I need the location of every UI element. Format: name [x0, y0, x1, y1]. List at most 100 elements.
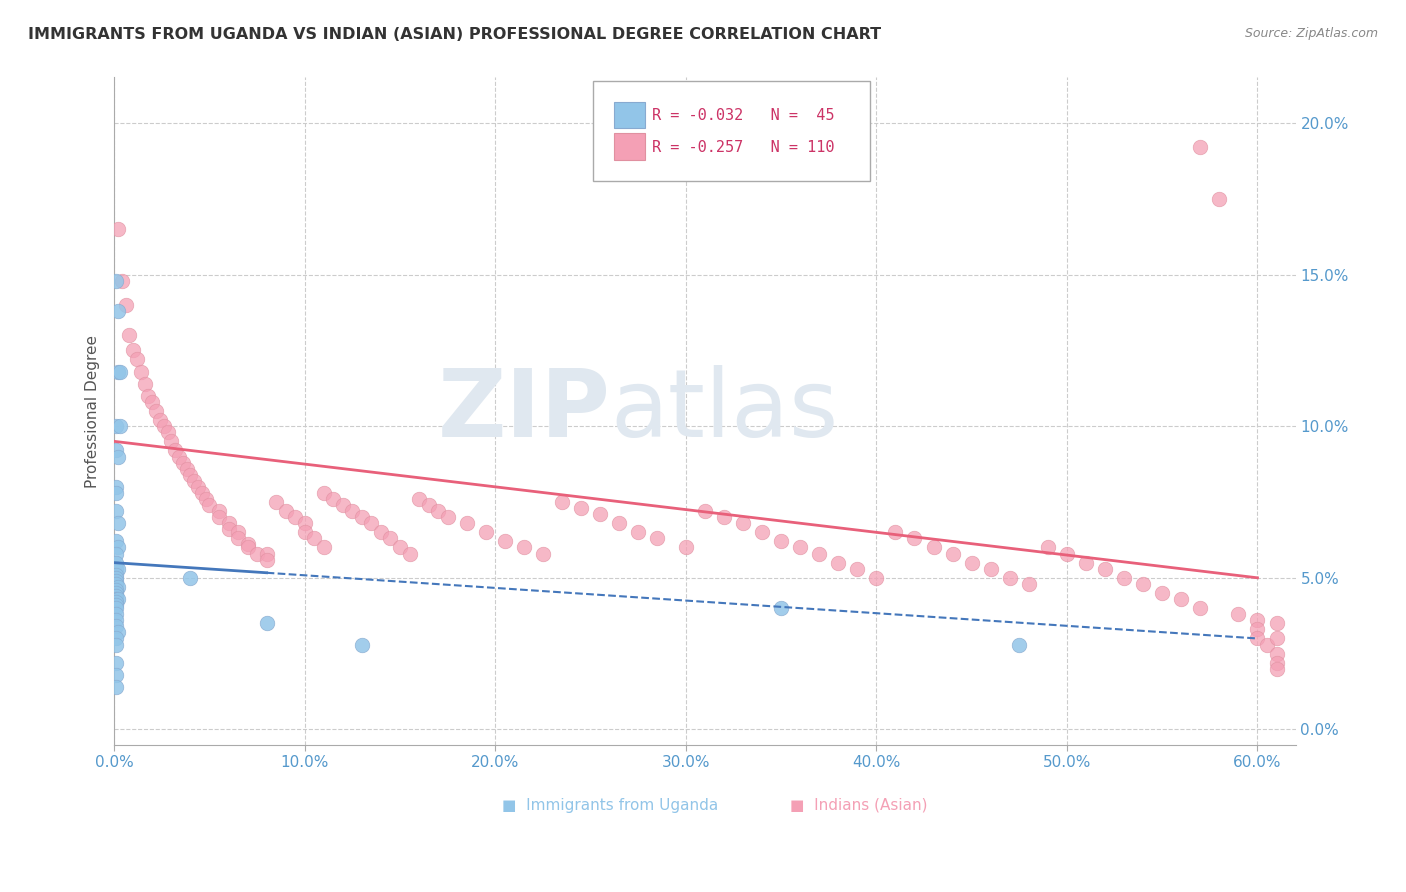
Point	[865, 571, 887, 585]
Point	[808, 547, 831, 561]
Point	[172, 456, 194, 470]
Point	[108, 419, 131, 434]
Point	[531, 547, 554, 561]
Point	[256, 552, 278, 566]
Point	[418, 498, 440, 512]
Point	[1112, 571, 1135, 585]
Point	[194, 491, 217, 506]
Point	[105, 680, 128, 694]
Point	[1018, 577, 1040, 591]
Point	[827, 556, 849, 570]
Point	[294, 525, 316, 540]
Point	[474, 525, 496, 540]
Point	[274, 504, 297, 518]
Point	[105, 589, 128, 603]
Point	[105, 607, 128, 622]
Point	[342, 504, 364, 518]
Point	[191, 486, 214, 500]
Point	[105, 595, 128, 609]
Point	[167, 450, 190, 464]
Point	[105, 556, 128, 570]
Text: atlas: atlas	[610, 365, 838, 457]
Point	[370, 525, 392, 540]
Point	[589, 507, 612, 521]
Point	[751, 525, 773, 540]
Point	[105, 562, 128, 576]
Point	[107, 541, 129, 555]
Point	[398, 547, 420, 561]
Point	[134, 376, 156, 391]
Point	[105, 592, 128, 607]
Point	[105, 443, 128, 458]
Point	[105, 577, 128, 591]
Point	[179, 571, 201, 585]
Point	[160, 434, 183, 449]
Point	[107, 450, 129, 464]
Point	[105, 619, 128, 633]
Point	[105, 534, 128, 549]
Point	[176, 461, 198, 475]
Point	[456, 516, 478, 531]
Point	[1246, 632, 1268, 646]
Point	[294, 516, 316, 531]
Point	[980, 562, 1002, 576]
Point	[1256, 638, 1278, 652]
Point	[693, 504, 716, 518]
Point	[107, 580, 129, 594]
Point	[360, 516, 382, 531]
Point	[105, 567, 128, 582]
Point	[187, 480, 209, 494]
Point	[789, 541, 811, 555]
Point	[284, 510, 307, 524]
Point	[105, 582, 128, 597]
Point	[998, 571, 1021, 585]
Point	[218, 522, 240, 536]
Point	[208, 510, 231, 524]
Point	[1265, 662, 1288, 676]
Point	[105, 574, 128, 588]
Point	[770, 534, 793, 549]
Point	[350, 510, 373, 524]
Point	[107, 592, 129, 607]
Point	[105, 486, 128, 500]
Point	[105, 274, 128, 288]
Point	[513, 541, 536, 555]
Point	[226, 532, 249, 546]
Text: ■  Indians (Asian): ■ Indians (Asian)	[790, 798, 927, 813]
Point	[105, 504, 128, 518]
Point	[627, 525, 650, 540]
Y-axis label: Professional Degree: Professional Degree	[86, 334, 100, 488]
Point	[332, 498, 354, 512]
Point	[183, 474, 205, 488]
Point	[1265, 656, 1288, 670]
Point	[645, 532, 668, 546]
Text: ■  Immigrants from Uganda: ■ Immigrants from Uganda	[502, 798, 718, 813]
Point	[1265, 632, 1288, 646]
Point	[427, 504, 450, 518]
Point	[884, 525, 907, 540]
Point	[380, 532, 402, 546]
Point	[145, 404, 167, 418]
Point	[114, 298, 136, 312]
Point	[226, 525, 249, 540]
Point	[246, 547, 269, 561]
Point	[1227, 607, 1250, 622]
Text: Source: ZipAtlas.com: Source: ZipAtlas.com	[1244, 27, 1378, 40]
Point	[312, 486, 335, 500]
Point	[1074, 556, 1097, 570]
Point	[1189, 601, 1212, 615]
Point	[105, 656, 128, 670]
Point	[770, 601, 793, 615]
Text: IMMIGRANTS FROM UGANDA VS INDIAN (ASIAN) PROFESSIONAL DEGREE CORRELATION CHART: IMMIGRANTS FROM UGANDA VS INDIAN (ASIAN)…	[28, 27, 882, 42]
Point	[105, 480, 128, 494]
Point	[111, 274, 134, 288]
Point	[1056, 547, 1078, 561]
Point	[408, 491, 430, 506]
Point	[494, 534, 516, 549]
Point	[312, 541, 335, 555]
Point	[731, 516, 754, 531]
Point	[105, 586, 128, 600]
Point	[264, 495, 287, 509]
Point	[165, 443, 187, 458]
Point	[105, 601, 128, 615]
